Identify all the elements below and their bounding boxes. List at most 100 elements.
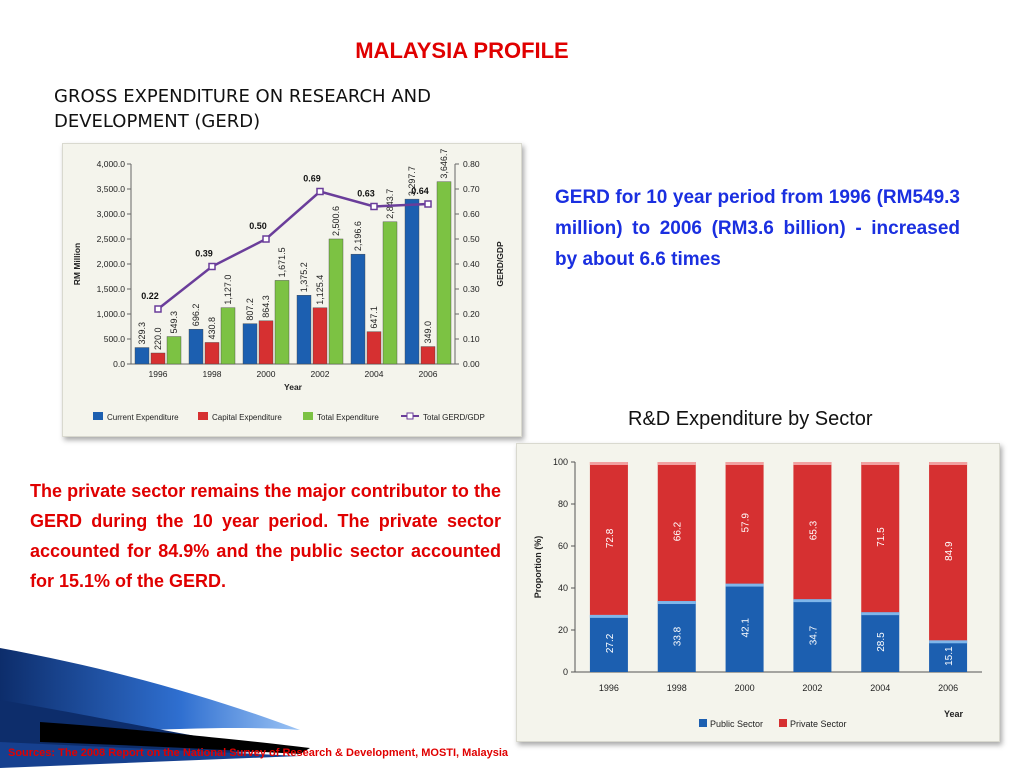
bar xyxy=(188,328,204,365)
legend-label: Capital Expenditure xyxy=(212,413,282,422)
bar-data-label: 65.3 xyxy=(808,520,819,540)
gerd-gdp-point xyxy=(208,262,216,271)
legend-label: Current Expenditure xyxy=(107,413,179,422)
bar-segment-highlight xyxy=(929,462,968,465)
y2-tick-label: 0.40 xyxy=(463,259,480,269)
gerd-gdp-label: 0.50 xyxy=(249,221,267,231)
legend-label: Private Sector xyxy=(790,719,847,729)
y2-axis-label: GERD/GDP xyxy=(495,241,505,287)
bar-data-label: 349.0 xyxy=(423,321,433,344)
x-tick-label: 2004 xyxy=(365,369,384,379)
gerd-gdp-point xyxy=(154,305,162,313)
gerd-gdp-label: 0.63 xyxy=(357,189,375,199)
bar xyxy=(328,238,344,365)
y-tick-label: 100 xyxy=(553,457,568,467)
stacked-bar-segment xyxy=(589,462,628,615)
y-tick-label: 1,500.0 xyxy=(97,284,126,294)
bar-data-label: 647.1 xyxy=(369,306,379,329)
y-tick-label: 80 xyxy=(558,499,568,509)
bar-segment-highlight xyxy=(589,462,628,465)
bar-data-label: 807.2 xyxy=(245,298,255,321)
y-tick-label: 20 xyxy=(558,625,568,635)
bar xyxy=(220,307,236,365)
gerd-gdp-label: 0.69 xyxy=(303,174,321,184)
stacked-bar-segment xyxy=(725,583,764,672)
bar xyxy=(420,346,436,365)
gerd-gdp-point xyxy=(316,187,324,196)
stacked-bar-segment xyxy=(657,462,696,602)
bar xyxy=(242,323,258,365)
bar-data-label: 549.3 xyxy=(169,311,179,334)
bar-data-label: 42.1 xyxy=(741,618,752,638)
y-tick-label: 40 xyxy=(558,583,568,593)
y-tick-label: 3,000.0 xyxy=(97,209,126,219)
y-axis-label: Proportion (%) xyxy=(533,536,543,599)
y-tick-label: 3,500.0 xyxy=(97,184,126,194)
x-tick-label: 2006 xyxy=(938,683,958,693)
bar-segment-highlight xyxy=(657,462,696,465)
bar-segment-highlight xyxy=(657,601,696,605)
x-tick-label: 2000 xyxy=(257,369,276,379)
bar-data-label: 15.1 xyxy=(944,646,955,666)
stacked-bar-segment xyxy=(793,462,832,600)
x-axis-label: Year xyxy=(284,382,303,392)
bar-data-label: 66.2 xyxy=(673,521,684,541)
y2-tick-label: 0.20 xyxy=(463,309,480,319)
stacked-bar-segment xyxy=(929,640,968,672)
y2-tick-label: 0.30 xyxy=(463,284,480,294)
y-tick-label: 1,000.0 xyxy=(97,309,126,319)
bar-segment-highlight xyxy=(793,599,832,603)
x-tick-label: 1996 xyxy=(149,369,168,379)
x-tick-label: 2006 xyxy=(419,369,438,379)
x-tick-label: 1996 xyxy=(599,683,619,693)
stacked-bar-segment xyxy=(725,462,764,584)
legend-label: Public Sector xyxy=(710,719,763,729)
legend-swatch xyxy=(198,412,208,420)
y2-tick-label: 0.50 xyxy=(463,234,480,244)
gerd-gdp-label: 0.39 xyxy=(195,249,213,259)
y-axis-label: RM Million xyxy=(72,243,82,286)
x-tick-label: 2000 xyxy=(735,683,755,693)
bar-data-label: 1,125.4 xyxy=(315,275,325,305)
bar xyxy=(274,280,290,365)
gerd-gdp-line xyxy=(157,190,429,310)
decorative-swoosh xyxy=(0,648,310,768)
bar-data-label: 1,671.5 xyxy=(277,247,287,277)
y-tick-label: 0 xyxy=(563,667,568,677)
bar-data-label: 27.2 xyxy=(605,633,616,653)
bar xyxy=(296,295,312,365)
gerd-gdp-point xyxy=(262,235,270,243)
stacked-bar-segment xyxy=(861,612,900,672)
legend-swatch xyxy=(779,719,787,727)
y-tick-label: 500.0 xyxy=(104,334,126,344)
bar-data-label: 57.9 xyxy=(741,513,752,533)
stacked-bar-segment xyxy=(589,614,628,672)
x-tick-label: 2004 xyxy=(870,683,890,693)
bar-segment-highlight xyxy=(861,462,900,465)
y-tick-label: 4,000.0 xyxy=(97,159,126,169)
y-tick-label: 60 xyxy=(558,541,568,551)
bar-data-label: 430.8 xyxy=(207,317,217,340)
gerd-gdp-point xyxy=(370,202,378,211)
bar-data-label: 2,500.6 xyxy=(331,206,341,236)
bar xyxy=(204,342,220,365)
chart-subtitle: GROSS EXPENDITURE ON RESEARCH AND DEVELO… xyxy=(54,86,431,132)
bar xyxy=(404,198,420,365)
bar xyxy=(366,331,382,365)
sector-chart-frame: 0 20 40 60 80 100 Proportion (%) 27.2 72.8 1996 33… xyxy=(516,443,1000,742)
bar xyxy=(150,352,166,365)
y-tick-label: 2,000.0 xyxy=(97,259,126,269)
y2-tick-label: 0.80 xyxy=(463,159,480,169)
gerd-chart-frame: 0.0 500.0 1,000.0 1,500.0 2,000.0 2,500.0 3,00… xyxy=(62,143,522,437)
bar-segment-highlight xyxy=(793,462,832,465)
stacked-bar-segment xyxy=(929,462,968,641)
y2-tick-label: 0.60 xyxy=(463,209,480,219)
bar-segment-highlight xyxy=(725,583,764,587)
bar xyxy=(166,336,182,365)
bar-data-label: 2,196.6 xyxy=(353,221,363,251)
bar-data-label: 2,843.7 xyxy=(385,189,395,219)
x-tick-label: 1998 xyxy=(203,369,222,379)
x-tick-label: 1998 xyxy=(667,683,687,693)
gerd-gdp-label: 0.22 xyxy=(141,291,159,301)
bar-data-label: 71.5 xyxy=(876,527,887,547)
